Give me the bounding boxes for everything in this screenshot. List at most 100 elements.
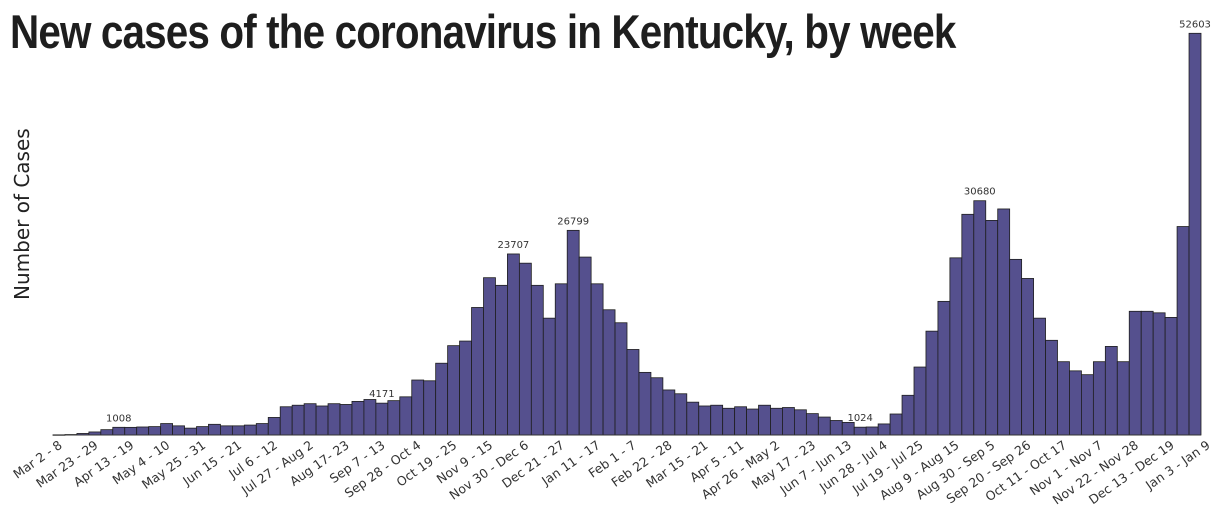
bar-8 bbox=[148, 426, 162, 436]
bar-78 bbox=[985, 220, 999, 436]
bar-7 bbox=[136, 426, 150, 436]
bar-5 bbox=[112, 426, 126, 436]
bar-49 bbox=[638, 371, 652, 436]
bar-50 bbox=[650, 377, 664, 436]
bar-83 bbox=[1045, 339, 1058, 436]
bar-79 bbox=[997, 208, 1011, 436]
bar-28 bbox=[387, 400, 401, 436]
bar-70 bbox=[889, 413, 903, 436]
data-label-1: 4171 bbox=[369, 389, 394, 400]
bar-18 bbox=[267, 417, 281, 436]
bar-38 bbox=[507, 253, 520, 436]
bar-68 bbox=[865, 426, 879, 436]
bar-27 bbox=[375, 402, 389, 436]
bar-87 bbox=[1092, 361, 1106, 436]
bar-10 bbox=[172, 425, 185, 436]
bar-20 bbox=[291, 404, 305, 436]
chart-title: New cases of the coronavirus in Kentucky… bbox=[10, 5, 956, 58]
bar-19 bbox=[279, 406, 293, 436]
data-label-6: 52603 bbox=[1179, 19, 1211, 30]
bar-54 bbox=[698, 405, 712, 436]
bar-95 bbox=[1188, 32, 1202, 436]
bar-42 bbox=[554, 283, 568, 436]
data-label-0: 1008 bbox=[106, 413, 131, 424]
bar-17 bbox=[255, 423, 269, 436]
bar-88 bbox=[1104, 346, 1118, 436]
bar-35 bbox=[471, 307, 484, 436]
bar-37 bbox=[495, 284, 508, 436]
bar-14 bbox=[220, 425, 233, 436]
bar-11 bbox=[184, 427, 197, 436]
bar-72 bbox=[913, 366, 927, 436]
bar-16 bbox=[243, 424, 257, 436]
bar-85 bbox=[1069, 370, 1082, 436]
bar-64 bbox=[817, 416, 831, 436]
bar-33 bbox=[447, 345, 460, 436]
bar-30 bbox=[411, 379, 425, 436]
bar-25 bbox=[351, 400, 365, 436]
bar-93 bbox=[1164, 316, 1178, 436]
bar-59 bbox=[758, 404, 771, 436]
bar-15 bbox=[231, 425, 245, 436]
bar-65 bbox=[829, 420, 843, 436]
bar-48 bbox=[626, 349, 640, 436]
bar-4 bbox=[100, 429, 114, 436]
bar-71 bbox=[901, 394, 915, 436]
bar-92 bbox=[1152, 312, 1166, 436]
bar-24 bbox=[339, 404, 353, 436]
bar-76 bbox=[961, 213, 975, 436]
bar-91 bbox=[1140, 310, 1154, 436]
bar-77 bbox=[973, 200, 987, 436]
bar-56 bbox=[722, 407, 736, 436]
bar-46 bbox=[602, 309, 616, 436]
bar-53 bbox=[686, 401, 700, 436]
bar-57 bbox=[734, 406, 747, 436]
bar-29 bbox=[399, 396, 413, 436]
bar-80 bbox=[1009, 258, 1023, 436]
bar-21 bbox=[303, 403, 317, 436]
bar-69 bbox=[877, 423, 891, 436]
data-label-3: 26799 bbox=[557, 216, 589, 227]
bar-6 bbox=[124, 426, 138, 436]
bar-44 bbox=[578, 256, 592, 436]
bar-84 bbox=[1057, 361, 1070, 436]
bar-89 bbox=[1116, 361, 1130, 436]
bar-58 bbox=[746, 408, 759, 436]
bar-90 bbox=[1128, 310, 1142, 436]
bar-82 bbox=[1033, 317, 1046, 436]
data-labels-group: 1008 4171 23707 26799 1024 30680 52603 bbox=[106, 19, 1211, 424]
bar-45 bbox=[590, 283, 604, 436]
bar-55 bbox=[710, 404, 724, 436]
bar-13 bbox=[208, 423, 221, 436]
bar-81 bbox=[1021, 278, 1034, 436]
data-label-2: 23707 bbox=[497, 240, 529, 251]
bar-47 bbox=[614, 322, 628, 436]
bar-86 bbox=[1081, 374, 1094, 436]
bar-23 bbox=[327, 403, 341, 436]
bar-34 bbox=[459, 340, 472, 436]
bar-40 bbox=[530, 284, 544, 436]
bar-39 bbox=[518, 262, 532, 436]
bar-43 bbox=[566, 229, 580, 436]
bar-61 bbox=[782, 407, 795, 436]
bar-67 bbox=[853, 426, 867, 436]
data-label-5: 30680 bbox=[964, 187, 996, 198]
bar-51 bbox=[662, 389, 676, 436]
bar-52 bbox=[674, 393, 688, 436]
bar-66 bbox=[841, 421, 855, 436]
bar-74 bbox=[937, 300, 951, 436]
data-label-4: 1024 bbox=[847, 413, 872, 424]
bar-75 bbox=[949, 257, 963, 436]
bar-41 bbox=[542, 317, 556, 436]
bars-group bbox=[52, 32, 1202, 436]
bar-26 bbox=[363, 399, 377, 436]
bar-36 bbox=[483, 277, 496, 436]
bar-94 bbox=[1176, 226, 1190, 436]
bar-62 bbox=[794, 409, 807, 436]
bar-22 bbox=[315, 405, 329, 436]
bar-31 bbox=[423, 380, 437, 436]
bar-9 bbox=[160, 423, 173, 436]
bar-73 bbox=[925, 330, 939, 436]
